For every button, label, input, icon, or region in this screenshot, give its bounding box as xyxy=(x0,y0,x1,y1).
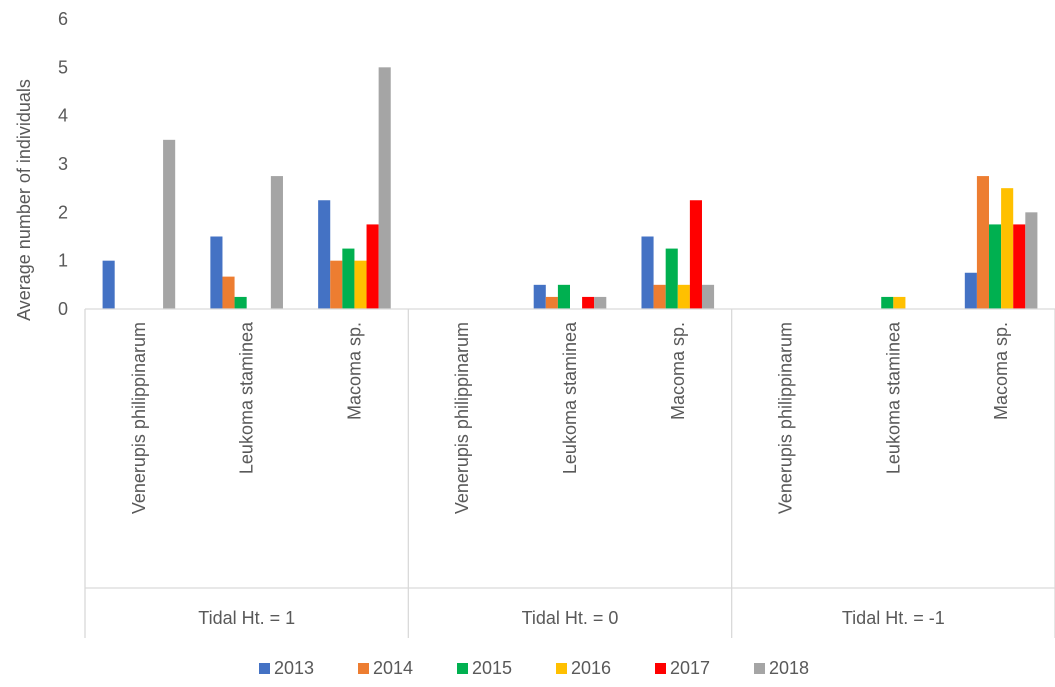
bar xyxy=(210,236,223,309)
legend: 2013 2014 2015 2016 2017 2018 xyxy=(259,658,809,678)
category-label: Leukoma staminea xyxy=(883,321,903,474)
bar-series xyxy=(102,67,1038,309)
y-tick-label: 3 xyxy=(58,154,68,174)
legend-label: 2016 xyxy=(571,658,611,678)
legend-item: 2013 xyxy=(259,658,314,678)
category-label: Venerupis philippinarum xyxy=(452,322,472,514)
legend-label: 2013 xyxy=(274,658,314,678)
bar xyxy=(976,176,990,309)
bar xyxy=(1001,188,1014,309)
category-label: Leukoma staminea xyxy=(237,321,257,474)
bar xyxy=(653,284,666,309)
bar xyxy=(270,176,283,309)
category-label: Leukoma staminea xyxy=(560,321,580,474)
bar xyxy=(677,284,690,309)
category-label: Venerupis philippinarum xyxy=(129,322,149,514)
category-label: Venerupis philippinarum xyxy=(776,322,796,514)
legend-item: 2014 xyxy=(358,658,413,678)
bar xyxy=(102,260,115,309)
bar xyxy=(533,284,546,309)
legend-swatch xyxy=(655,663,666,674)
legend-item: 2016 xyxy=(556,658,611,678)
category-labels: Venerupis philippinarum Leukoma staminea M… xyxy=(129,321,1011,514)
bar xyxy=(582,296,595,309)
bar xyxy=(330,260,343,309)
bar xyxy=(234,296,247,309)
legend-label: 2018 xyxy=(769,658,809,678)
y-axis-title: Average number of individuals xyxy=(14,79,34,321)
legend-label: 2014 xyxy=(373,658,413,678)
group-labels: Tidal Ht. = 1 Tidal Ht. = 0 Tidal Ht. = -1 xyxy=(198,608,944,628)
group-label: Tidal Ht. = 0 xyxy=(522,608,619,628)
legend-label: 2017 xyxy=(670,658,710,678)
bar xyxy=(342,248,355,309)
y-tick-label: 4 xyxy=(58,106,68,126)
legend-swatch xyxy=(259,663,270,674)
legend-item: 2018 xyxy=(754,658,809,678)
legend-item: 2015 xyxy=(457,658,512,678)
y-tick-label: 2 xyxy=(58,202,68,222)
category-axis xyxy=(84,308,1055,638)
y-tick-label: 5 xyxy=(58,57,68,77)
bar xyxy=(665,248,678,309)
bar xyxy=(1025,212,1038,309)
y-tick-label: 0 xyxy=(58,299,68,319)
group-label: Tidal Ht. = 1 xyxy=(198,608,295,628)
category-label: Macoma sp. xyxy=(668,322,688,420)
bar xyxy=(881,296,894,309)
y-tick-label: 1 xyxy=(58,251,68,271)
category-label: Macoma sp. xyxy=(344,322,364,420)
bar xyxy=(594,296,607,309)
bar xyxy=(222,276,235,309)
legend-label: 2015 xyxy=(472,658,512,678)
bar xyxy=(545,296,558,309)
bar xyxy=(1013,224,1026,309)
bar xyxy=(641,236,654,309)
y-axis-title-group: Average number of individuals xyxy=(14,79,34,321)
group-label: Tidal Ht. = -1 xyxy=(842,608,945,628)
legend-swatch xyxy=(358,663,369,674)
bar xyxy=(989,224,1002,309)
legend-swatch xyxy=(754,663,765,674)
y-tick-label: 6 xyxy=(58,9,68,29)
bar xyxy=(689,200,702,309)
legend-swatch xyxy=(457,663,468,674)
bar xyxy=(893,296,906,309)
legend-swatch xyxy=(556,663,567,674)
bar xyxy=(701,284,715,309)
bar xyxy=(354,260,367,309)
bar xyxy=(964,272,977,309)
bar xyxy=(163,139,176,309)
bar xyxy=(366,224,379,309)
bar xyxy=(378,67,391,309)
bar xyxy=(318,200,331,309)
bar xyxy=(557,284,570,309)
legend-item: 2017 xyxy=(655,658,710,678)
y-axis-tick-labels: 0 1 2 3 4 5 6 xyxy=(58,9,68,319)
category-label: Macoma sp. xyxy=(991,322,1011,420)
